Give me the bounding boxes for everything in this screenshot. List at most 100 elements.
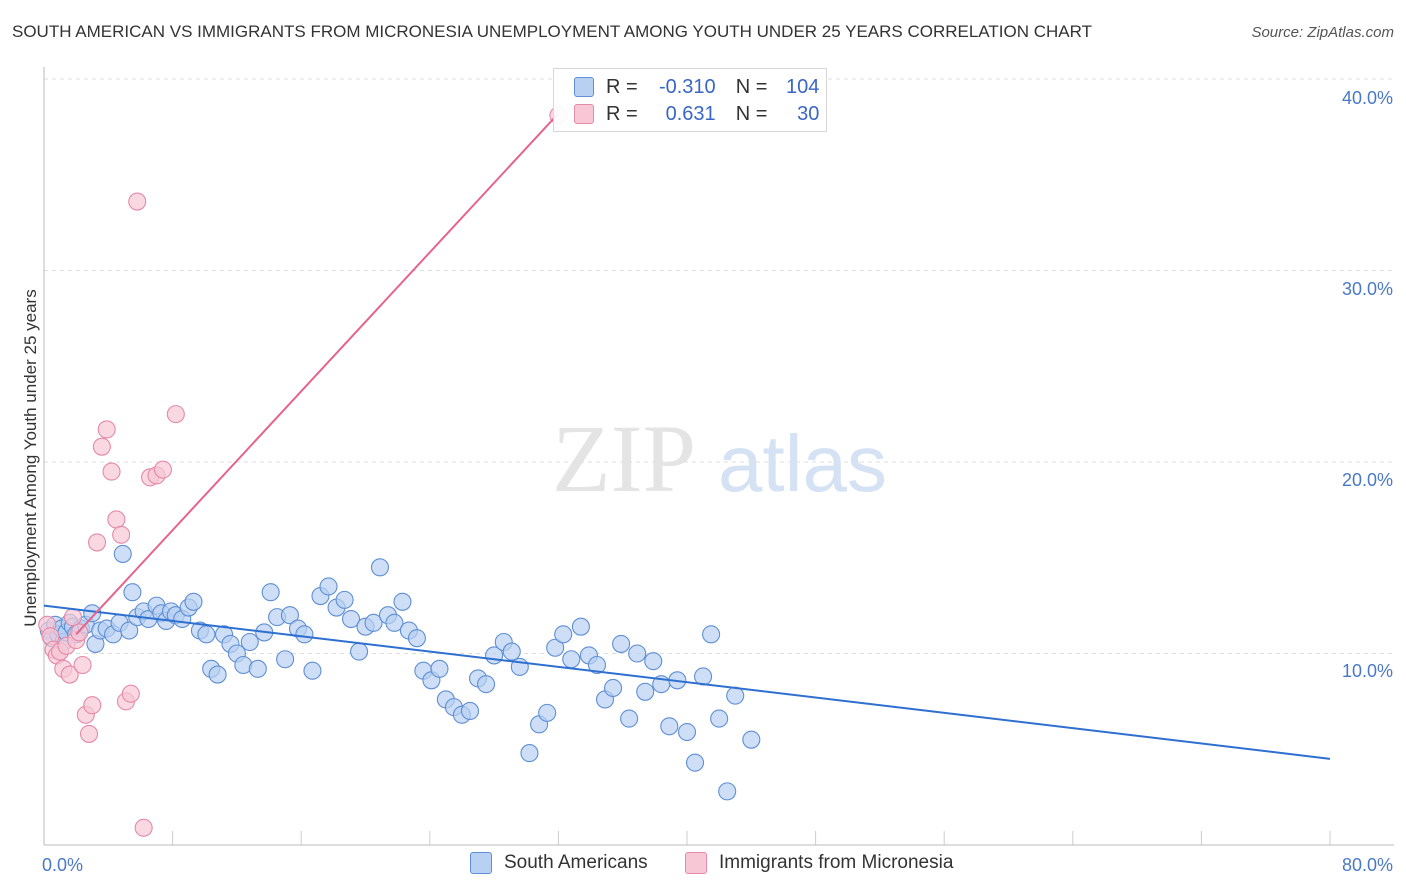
point-micronesia xyxy=(79,724,99,743)
point-micronesia xyxy=(153,460,173,479)
point-south-americans xyxy=(208,665,227,684)
point-south-americans xyxy=(460,701,480,721)
point-south-americans xyxy=(261,583,280,602)
point-south-americans xyxy=(335,590,354,609)
bottom-legend-label: South Americans xyxy=(504,852,648,873)
point-south-americans xyxy=(341,609,361,629)
point-south-americans xyxy=(538,703,557,722)
bottom-legend-south-americans: South Americans xyxy=(470,852,648,874)
y-tick-label-10: 10.0% xyxy=(1342,661,1393,681)
point-south-americans xyxy=(604,678,623,698)
point-micronesia xyxy=(97,420,116,439)
point-south-americans xyxy=(546,638,565,657)
point-south-americans xyxy=(240,632,259,652)
legend-n-value: 104 xyxy=(786,75,820,98)
point-micronesia xyxy=(87,533,107,552)
legend-n-label: N = xyxy=(735,102,768,125)
point-south-americans xyxy=(197,625,216,644)
series-south-americans xyxy=(39,544,761,801)
point-south-americans xyxy=(587,655,607,675)
point-south-americans xyxy=(123,583,142,602)
point-south-americans xyxy=(184,592,203,611)
legend-r-label: R = xyxy=(606,75,638,98)
x-tick-label-max: 80.0% xyxy=(1342,855,1393,875)
axes xyxy=(43,67,1394,846)
point-micronesia xyxy=(166,405,185,424)
legend-swatch-blue xyxy=(574,77,594,97)
legend-swatch-pink xyxy=(574,104,594,124)
bottom-legend-micronesia: Immigrants from Micronesia xyxy=(685,852,953,874)
watermark-zip: ZIP xyxy=(552,405,696,512)
point-south-americans xyxy=(718,782,737,801)
legend-r-value: 0.631 xyxy=(665,102,716,125)
tick-labels: 0.0% 80.0% 10.0% 20.0% 30.0% 40.0% xyxy=(42,88,1393,875)
point-south-americans xyxy=(660,717,679,736)
point-south-americans xyxy=(370,558,390,577)
point-south-americans xyxy=(685,753,705,772)
point-south-americans xyxy=(319,577,338,596)
point-south-americans xyxy=(83,604,102,623)
x-tick-label-min: 0.0% xyxy=(42,855,83,875)
point-micronesia xyxy=(121,684,140,703)
point-micronesia xyxy=(73,655,92,675)
legend-n-value: 30 xyxy=(797,102,820,125)
point-micronesia xyxy=(92,437,111,456)
point-south-americans xyxy=(430,659,449,678)
point-south-americans xyxy=(407,629,426,648)
legend-row-micronesia: R = 0.631 N = 30 xyxy=(574,101,819,127)
trend-line-micronesia xyxy=(75,112,560,636)
point-south-americans xyxy=(295,625,314,644)
source-credit: Source: ZipAtlas.com xyxy=(1251,24,1394,41)
point-south-americans xyxy=(571,617,590,636)
point-micronesia xyxy=(102,462,121,481)
point-south-americans xyxy=(248,659,267,678)
point-south-americans xyxy=(276,650,295,669)
y-tick-label-20: 20.0% xyxy=(1342,470,1393,490)
point-south-americans xyxy=(677,722,697,742)
point-south-americans xyxy=(702,625,721,644)
y-tick-label-30: 30.0% xyxy=(1342,279,1393,299)
point-south-americans xyxy=(350,642,369,661)
point-south-americans xyxy=(280,606,299,625)
legend-r-label: R = xyxy=(606,102,638,125)
point-south-americans xyxy=(393,592,412,611)
point-south-americans xyxy=(520,744,539,763)
point-south-americans xyxy=(742,730,761,749)
point-micronesia xyxy=(70,623,89,642)
point-south-americans xyxy=(612,634,631,653)
correlation-legend: R = -0.310 N = 104 R = 0.631 N = 30 xyxy=(553,68,827,132)
trend-line-south-americans xyxy=(43,604,1331,760)
point-south-americans xyxy=(620,709,639,728)
point-south-americans xyxy=(710,709,729,728)
point-south-americans xyxy=(477,675,496,694)
point-micronesia xyxy=(107,510,126,529)
legend-r-value: -0.310 xyxy=(658,75,716,98)
bottom-legend-label: Immigrants from Micronesia xyxy=(719,852,954,873)
point-micronesia xyxy=(134,818,153,837)
point-micronesia xyxy=(128,192,147,211)
point-south-americans xyxy=(364,613,383,632)
legend-row-south-americans: R = -0.310 N = 104 xyxy=(574,74,819,100)
point-south-americans xyxy=(120,621,139,640)
point-south-americans xyxy=(113,544,132,563)
point-south-americans xyxy=(644,652,663,671)
legend-n-label: N = xyxy=(735,75,768,98)
point-south-americans xyxy=(385,613,404,632)
point-south-americans xyxy=(628,644,647,663)
point-south-americans xyxy=(636,682,655,701)
point-south-americans xyxy=(562,650,581,669)
trend-lines xyxy=(43,112,1331,760)
series-micronesia xyxy=(38,106,568,837)
point-micronesia xyxy=(112,525,131,544)
bottom-legend-swatch-blue xyxy=(470,852,492,874)
point-micronesia xyxy=(60,665,79,684)
watermark: ZIP atlas xyxy=(552,405,887,512)
point-micronesia xyxy=(63,608,82,627)
y-tick-label-40: 40.0% xyxy=(1342,88,1393,108)
point-south-americans xyxy=(554,625,573,644)
point-south-americans xyxy=(303,661,322,680)
watermark-atlas: atlas xyxy=(718,419,887,508)
point-south-americans xyxy=(502,642,521,661)
chart-title: SOUTH AMERICAN VS IMMIGRANTS FROM MICRON… xyxy=(12,22,1092,41)
